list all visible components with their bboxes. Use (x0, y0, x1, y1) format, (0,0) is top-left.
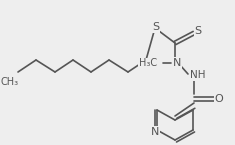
Text: S: S (153, 22, 160, 32)
Text: CH₃: CH₃ (1, 77, 19, 87)
Text: NH: NH (190, 70, 206, 80)
Text: N: N (173, 58, 181, 68)
Text: S: S (194, 26, 202, 36)
Text: N: N (151, 127, 159, 137)
Text: O: O (215, 94, 223, 104)
Text: H₃C: H₃C (139, 58, 157, 68)
